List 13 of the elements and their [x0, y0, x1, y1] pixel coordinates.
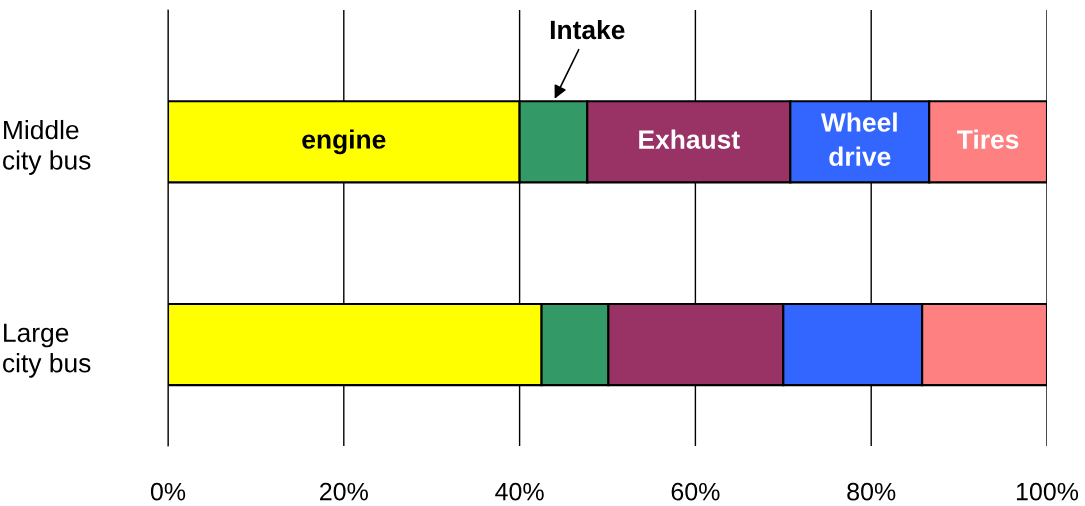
text: Intake [550, 19, 625, 40]
x-tick-label: 0% [150, 482, 186, 501]
series-label: Wheel drive [820, 112, 897, 166]
x-tick-label: 20% [320, 482, 368, 501]
series-label: engine [302, 129, 386, 155]
x-tick-label: 100% [1016, 482, 1079, 501]
x-tick-label: 60% [671, 482, 720, 501]
y-tick-label: Large city bus [3, 323, 91, 378]
series-label: Tires [957, 129, 1019, 149]
x-tick-label: 40% [495, 482, 544, 501]
series-label: Exhaust [639, 129, 740, 149]
y-tick-label: Middle city bus [3, 119, 91, 175]
x-tick-label: 80% [847, 482, 896, 501]
